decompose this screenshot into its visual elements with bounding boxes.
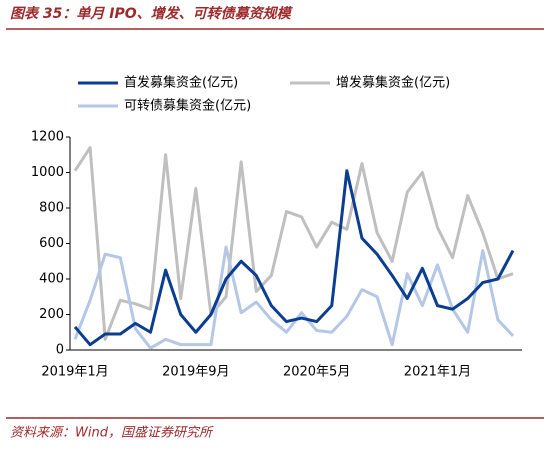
y-tick-label: 1200 [31, 130, 64, 145]
series-line [73, 146, 514, 341]
y-tick-label: 800 [39, 201, 64, 216]
y-tick-label: 600 [39, 236, 64, 251]
series-line [73, 245, 515, 350]
y-tick-label: 1000 [31, 165, 64, 180]
x-tick-label: 2019年1月 [41, 365, 108, 380]
legend-label: 首发募集资金(亿元) [124, 75, 238, 91]
x-tick-label: 2019年9月 [162, 365, 229, 380]
y-tick-label: 400 [39, 272, 64, 287]
y-tick-label: 0 [56, 343, 64, 358]
x-tick-label: 2020年5月 [283, 365, 350, 380]
chart-title: 图表 35：单月 IPO、增发、可转债募资规模 [10, 5, 294, 22]
series-line [73, 169, 515, 347]
legend-label: 增发募集资金(亿元) [336, 75, 450, 91]
x-tick-label: 2021年1月 [404, 365, 471, 380]
legend-label: 可转债募集资金(亿元) [124, 98, 251, 114]
source-note: 资料来源：Wind，国盛证券研究所 [10, 425, 214, 441]
y-tick-label: 200 [39, 307, 64, 322]
